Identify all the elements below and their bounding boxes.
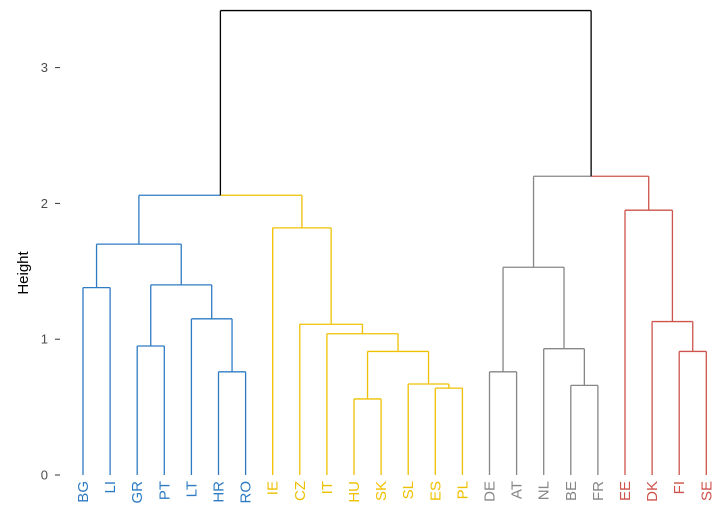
leaf-label-lt: LT: [183, 481, 200, 497]
leaf-label-fr: FR: [590, 481, 607, 501]
leaf-labels: BG LI GR PT LT HR RO IE CZ IT HU SK SL ES PL DE AT NL BE FR…: [75, 481, 715, 504]
leaf-label-sk: SK: [373, 481, 390, 501]
leaf-label-fi: FI: [671, 481, 688, 494]
leaf-label-hr: HR: [211, 481, 228, 503]
leaf-label-gr: GR: [129, 481, 146, 504]
leaf-label-se: SE: [698, 481, 715, 501]
leaf-label-ro: RO: [238, 481, 255, 504]
leaf-label-ie: IE: [265, 481, 282, 495]
leaf-label-bg: BG: [75, 481, 92, 503]
leaf-label-be: BE: [563, 481, 580, 501]
y-tick-label: 3: [41, 60, 48, 75]
leaf-label-dk: DK: [644, 481, 661, 502]
leaf-label-li: LI: [102, 481, 119, 494]
leaf-label-hu: HU: [346, 481, 363, 503]
leaf-label-pt: PT: [156, 481, 173, 500]
leaf-label-it: IT: [319, 481, 336, 494]
y-axis: 0 1 2 3: [41, 60, 60, 483]
y-tick-label: 1: [41, 332, 48, 347]
y-tick-label: 2: [41, 196, 48, 211]
leaf-label-es: ES: [427, 481, 444, 501]
leaf-label-at: AT: [509, 481, 526, 499]
leaf-label-nl: NL: [536, 481, 553, 500]
dendrogram-branches: [82, 9, 707, 475]
leaf-label-sl: SL: [400, 481, 417, 499]
leaf-label-pl: PL: [454, 481, 471, 499]
leaf-label-cz: CZ: [292, 481, 309, 501]
leaf-label-ee: EE: [617, 481, 634, 501]
y-tick-label: 0: [41, 468, 48, 483]
leaf-label-de: DE: [482, 481, 499, 502]
y-axis-title: Height: [15, 250, 32, 294]
